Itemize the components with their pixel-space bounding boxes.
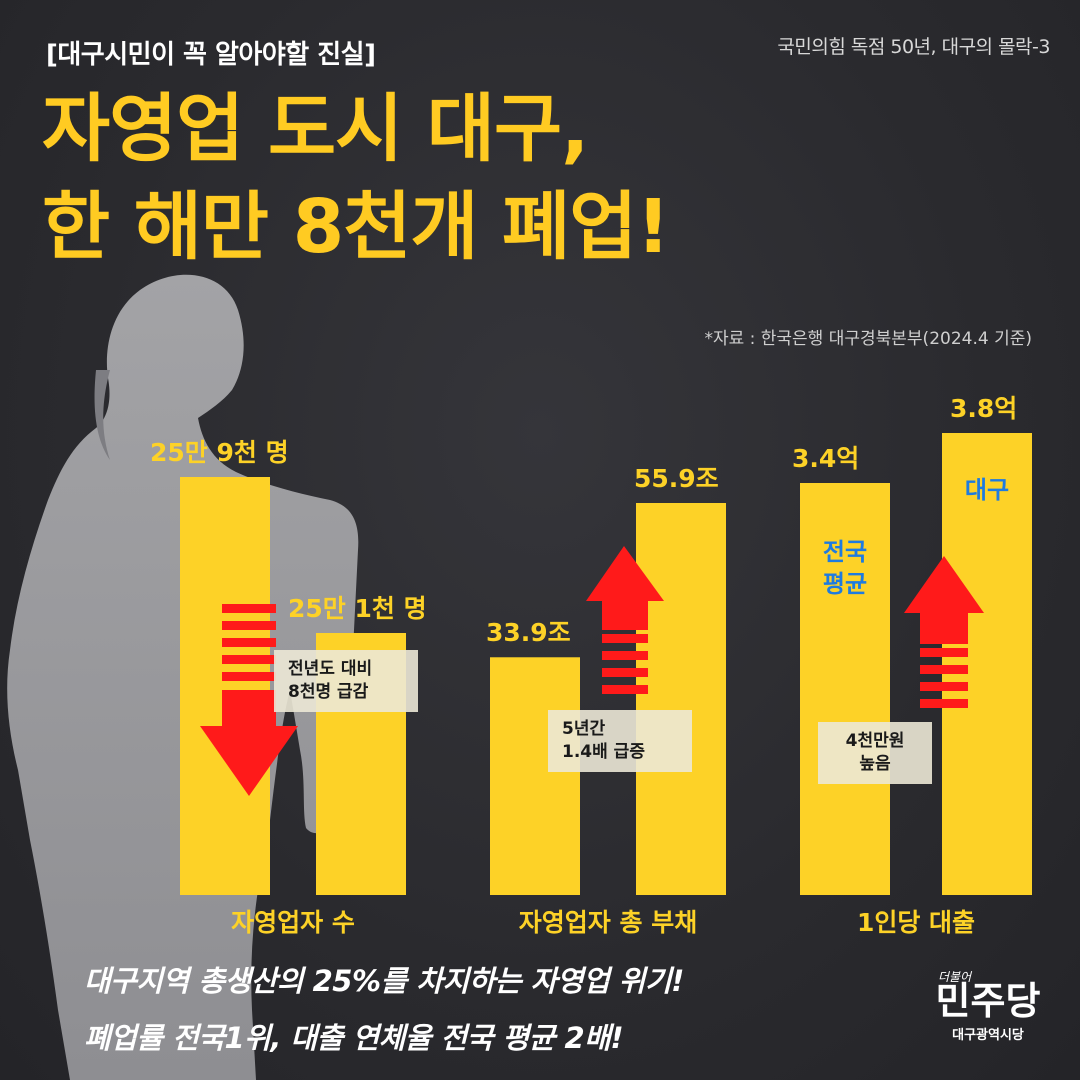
party-logo: 더불어 민주당 대구광역시당 bbox=[928, 968, 1048, 1043]
arrow-stripe bbox=[920, 682, 968, 691]
source-note: *자료 : 한국은행 대구경북본부(2024.4 기준) bbox=[704, 329, 1032, 349]
arrow-shaft bbox=[602, 600, 648, 630]
footer-line-1: 대구지역 총생산의 25%를 차지하는 자영업 위기! bbox=[84, 964, 684, 998]
arrow-shaft bbox=[920, 612, 968, 644]
arrow-stripe bbox=[920, 665, 968, 674]
bar bbox=[316, 633, 406, 895]
tagline: [대구시민이 꼭 알아야할 진실] bbox=[46, 40, 376, 70]
bar bbox=[180, 477, 270, 895]
series-label: 국민의힘 독점 50년, 대구의 몰락-3 bbox=[777, 36, 1050, 58]
arrow-shaft bbox=[222, 690, 276, 728]
headline-line-1: 자영업 도시 대구, bbox=[42, 86, 589, 172]
bar bbox=[636, 503, 726, 895]
arrow-stripe bbox=[602, 651, 648, 660]
arrow-stripe bbox=[222, 621, 276, 630]
arrow-stripe bbox=[222, 672, 276, 681]
footer-line-2: 폐업률 전국1위, 대출 연체율 전국 평균 2배! bbox=[84, 1021, 624, 1055]
arrow-stripe bbox=[222, 604, 276, 613]
arrow-stripe bbox=[602, 634, 648, 643]
bar bbox=[490, 657, 580, 895]
arrow-stripe bbox=[222, 655, 276, 664]
arrow-stripe bbox=[602, 685, 648, 694]
logo-main: 민주당 bbox=[935, 979, 1041, 1023]
logo-sub: 대구광역시당 bbox=[952, 1028, 1024, 1043]
up-arrow-icon bbox=[586, 546, 664, 601]
bar bbox=[942, 433, 1032, 895]
up-arrow-icon bbox=[904, 556, 984, 613]
bar bbox=[800, 483, 890, 895]
arrow-stripe bbox=[920, 648, 968, 657]
arrow-stripe bbox=[222, 638, 276, 647]
down-arrow-icon bbox=[200, 726, 298, 796]
headline-line-2: 한 해만 8천개 폐업! bbox=[42, 184, 670, 270]
logo-tag: 더불어 bbox=[938, 970, 972, 984]
arrow-stripe bbox=[602, 668, 648, 677]
arrow-stripe bbox=[920, 699, 968, 708]
